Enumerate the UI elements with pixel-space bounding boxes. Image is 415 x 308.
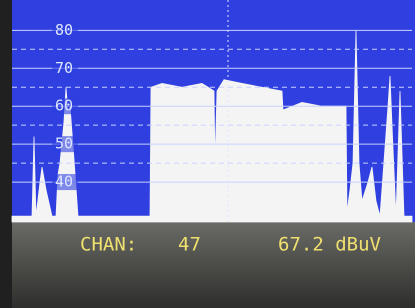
chan-label: CHAN: [80,234,137,256]
y-tick-label: 50 [55,135,73,153]
channel-number: 47 [178,234,201,256]
y-tick-label: 80 [55,21,73,39]
y-tick-label: 40 [55,173,73,191]
analyzer-screen: 40 50 60 70 80 CHAN: 47 67.2 dBuV [0,0,415,308]
level-readout: 67.2 dBuV [278,234,381,256]
y-tick-label: 70 [55,59,73,77]
page: 4050607080 CHAN: 47 67.2 dBuV (() => { c… [0,0,415,308]
y-tick-label: 60 [55,97,73,115]
